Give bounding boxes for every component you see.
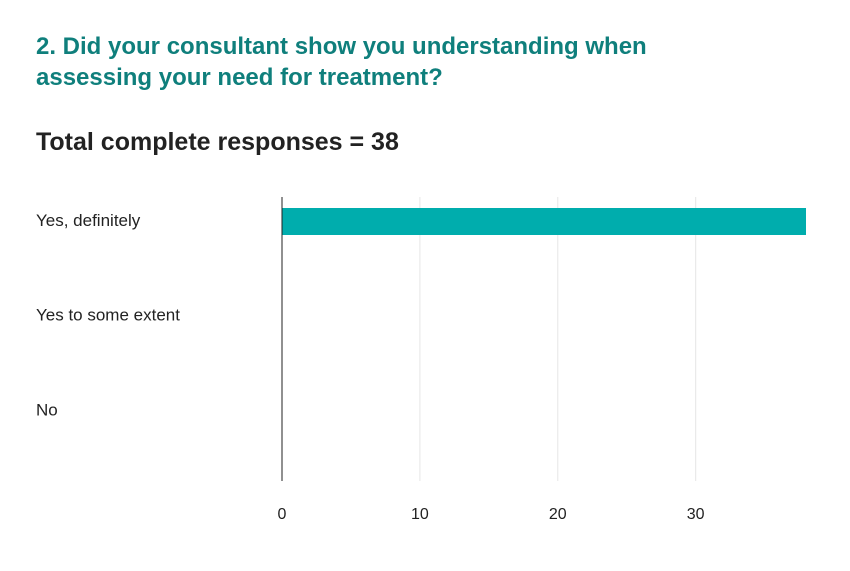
question-title: 2. Did your consultant show you understa… bbox=[36, 31, 796, 93]
category-labels: Yes, definitely Yes to some extent No bbox=[36, 211, 180, 419]
question-title-line-1: 2. Did your consultant show you understa… bbox=[36, 33, 647, 60]
question-title-line-2: assessing your need for treatment? bbox=[36, 64, 443, 91]
x-tick-label-0: 0 bbox=[278, 506, 287, 523]
grid-lines bbox=[419, 197, 697, 481]
total-responses: Total complete responses = 38 bbox=[36, 128, 399, 156]
category-label-0: Yes, definitely bbox=[36, 211, 141, 230]
bars bbox=[282, 208, 806, 235]
x-tick-label-20: 20 bbox=[549, 506, 567, 523]
x-tick-label-30: 30 bbox=[687, 506, 705, 523]
category-label-1: Yes to some extent bbox=[36, 306, 180, 325]
bar-yes-definitely bbox=[282, 208, 806, 235]
category-label-2: No bbox=[36, 400, 58, 419]
x-tick-label-10: 10 bbox=[411, 506, 429, 523]
tick-labels: 0 10 20 30 bbox=[278, 506, 705, 523]
